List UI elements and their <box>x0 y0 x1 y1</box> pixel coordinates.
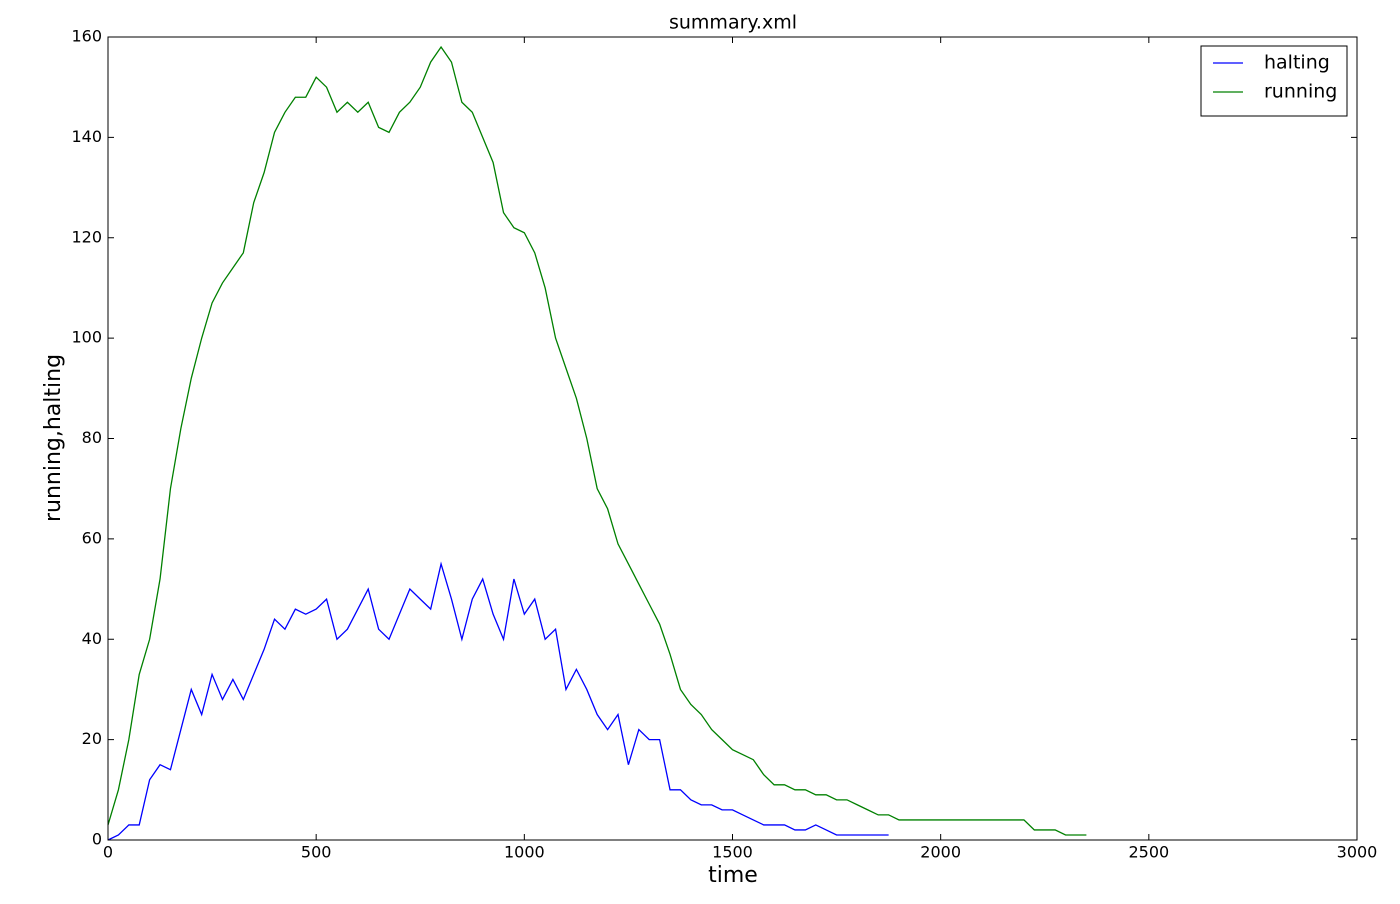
x-tick-label: 2500 <box>1128 843 1169 862</box>
x-tick-label: 1000 <box>504 843 545 862</box>
chart-title: summary.xml <box>669 12 797 34</box>
y-tick-label: 80 <box>82 428 102 447</box>
x-tick-label: 0 <box>103 843 113 862</box>
y-tick-label: 40 <box>82 629 102 648</box>
y-tick-label: 0 <box>92 830 102 849</box>
x-tick-label: 500 <box>301 843 332 862</box>
data-line <box>107 561 889 841</box>
y-tick-label: 120 <box>71 227 102 246</box>
y-tick-label: 100 <box>71 328 102 347</box>
x-axis-label: time <box>708 863 758 888</box>
y-tick-label: 60 <box>82 528 102 547</box>
legend-label: running <box>1264 81 1337 103</box>
x-tick-label: 1500 <box>712 843 753 862</box>
legend-box <box>1200 45 1348 117</box>
data-line <box>107 45 1087 836</box>
x-tick-label: 3000 <box>1337 843 1378 862</box>
y-tick-label: 20 <box>82 729 102 748</box>
legend-label: halting <box>1264 52 1330 74</box>
y-tick-label: 140 <box>71 127 102 146</box>
y-axis-label: running,halting <box>41 354 66 522</box>
x-tick-label: 2000 <box>920 843 961 862</box>
y-tick-label: 160 <box>71 27 102 46</box>
